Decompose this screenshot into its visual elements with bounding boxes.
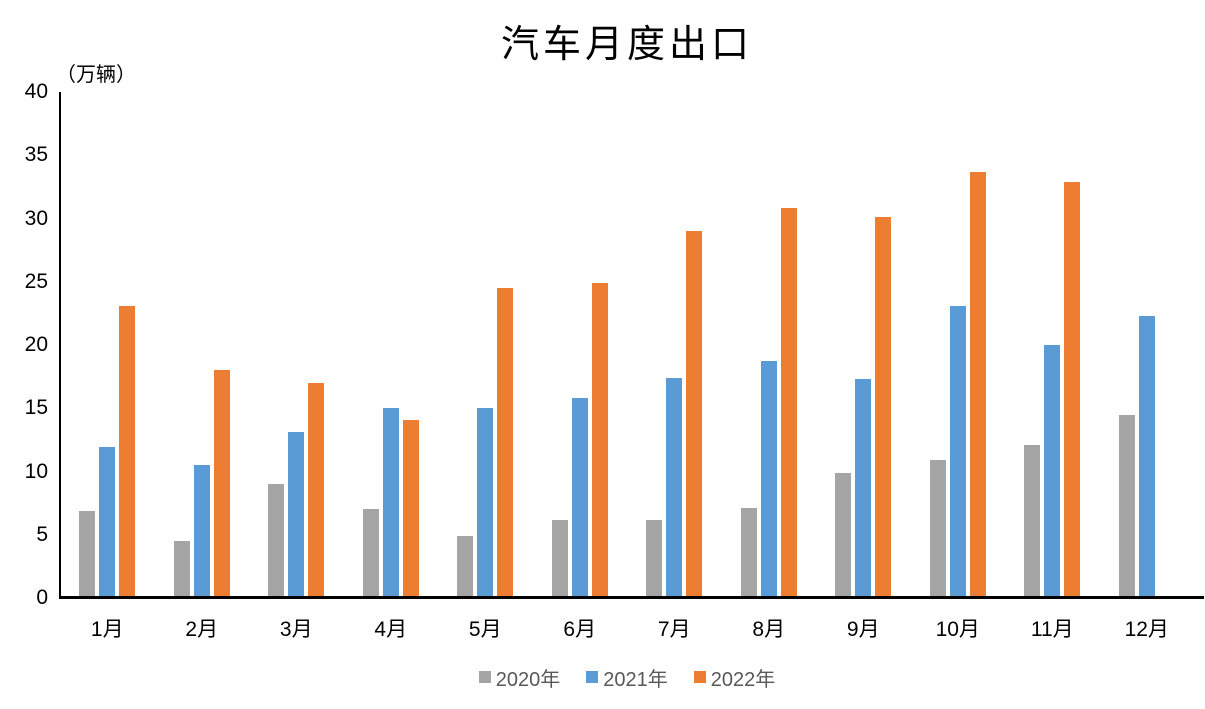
bar-2020年-7月 — [646, 519, 663, 598]
x-axis-label-1月: 1月 — [90, 618, 124, 641]
x-axis-label-12月: 12月 — [1124, 618, 1169, 641]
legend-label-2021年: 2021年 — [603, 668, 668, 691]
x-axis-label-5月: 5月 — [468, 618, 502, 641]
x-axis-label-3月: 3月 — [279, 618, 313, 641]
y-tick-label-30: 30 — [24, 206, 48, 230]
y-tick-label-20: 20 — [24, 333, 48, 356]
bar-2022年-11月 — [1064, 181, 1081, 598]
y-axis-tick-labels: 40 35 30 25 20 15 10 5 0 — [0, 80, 48, 609]
bar-2021年-6月 — [571, 398, 588, 598]
bar-2020年-10月 — [929, 460, 946, 598]
bar-2021年-9月 — [855, 379, 872, 598]
x-axis-line — [59, 596, 1204, 599]
bar-2021年-12月 — [1138, 315, 1155, 598]
x-axis-label-8月: 8月 — [752, 618, 786, 641]
x-axis-label-2月: 2月 — [185, 618, 219, 641]
bar-2021年-7月 — [666, 377, 683, 598]
y-tick-label-40: 40 — [24, 80, 48, 103]
legend-label-2020年: 2020年 — [495, 668, 561, 691]
bar-2020年-9月 — [835, 472, 852, 598]
bar-2020年-4月 — [362, 509, 379, 598]
bar-2020年-6月 — [551, 519, 568, 598]
bar-2020年-2月 — [173, 541, 190, 598]
bar-2022年-3月 — [308, 382, 325, 598]
x-axis-label-6月: 6月 — [563, 618, 597, 641]
bar-2022年-1月 — [119, 305, 136, 598]
chart-title: 汽车月度出口 — [500, 22, 753, 66]
bar-2021年-11月 — [1044, 345, 1061, 598]
y-tick-label-5: 5 — [36, 522, 48, 546]
y-tick-label-10: 10 — [24, 459, 48, 483]
legend: 2020年 2021年 2022年 — [60, 662, 1194, 692]
bar-2022年-9月 — [875, 217, 892, 598]
bar-2020年-3月 — [268, 484, 285, 598]
bar-2020年-5月 — [457, 536, 474, 598]
bar-2021年-8月 — [760, 361, 777, 598]
bar-2022年-8月 — [780, 208, 797, 598]
y-tick-label-35: 35 — [24, 143, 48, 167]
x-axis-label-10月: 10月 — [935, 618, 980, 641]
y-axis-unit-label: （万辆） — [56, 64, 136, 86]
legend-swatch-icon-2020年 — [478, 671, 491, 683]
bar-2020年-8月 — [740, 508, 757, 598]
x-axis-label-7月: 7月 — [657, 618, 691, 641]
x-axis-label-9月: 9月 — [846, 618, 880, 641]
bar-2022年-6月 — [591, 283, 608, 598]
bar-2022年-5月 — [497, 288, 514, 598]
y-axis-line — [59, 92, 61, 599]
plot-area — [60, 92, 1194, 598]
x-axis-label-4月: 4月 — [374, 618, 408, 641]
bar-2021年-4月 — [382, 408, 399, 598]
legend-swatch-icon-2021年 — [586, 671, 599, 683]
bar-2021年-5月 — [477, 408, 494, 598]
legend-item-2021年: 2021年 — [586, 663, 668, 692]
legend-label-2022年: 2022年 — [710, 668, 776, 691]
bar-2020年-12月 — [1118, 414, 1135, 598]
legend-swatch-icon-2022年 — [693, 671, 706, 683]
legend-item-2022年: 2022年 — [693, 663, 776, 692]
bar-2021年-10月 — [949, 305, 966, 598]
y-tick-label-25: 25 — [24, 269, 48, 293]
legend-item-2020年: 2020年 — [478, 663, 561, 692]
bar-2021年-3月 — [288, 432, 305, 598]
bar-2022年-2月 — [213, 370, 230, 598]
y-tick-label-0: 0 — [36, 586, 48, 609]
bar-2022年-10月 — [969, 171, 986, 598]
y-tick-label-15: 15 — [24, 396, 48, 420]
bar-2022年-7月 — [686, 231, 703, 598]
bar-2022年-4月 — [402, 419, 419, 598]
bar-2021年-1月 — [99, 447, 116, 598]
x-axis-labels: 1月 2月 3月 4月 5月 6月 7月 8月 9月 10月 11月 12月 — [60, 613, 1194, 643]
x-axis-label-11月: 11月 — [1030, 618, 1074, 641]
bar-2021年-2月 — [193, 465, 210, 598]
bar-2020年-11月 — [1024, 444, 1041, 598]
bar-2020年-1月 — [79, 510, 96, 598]
